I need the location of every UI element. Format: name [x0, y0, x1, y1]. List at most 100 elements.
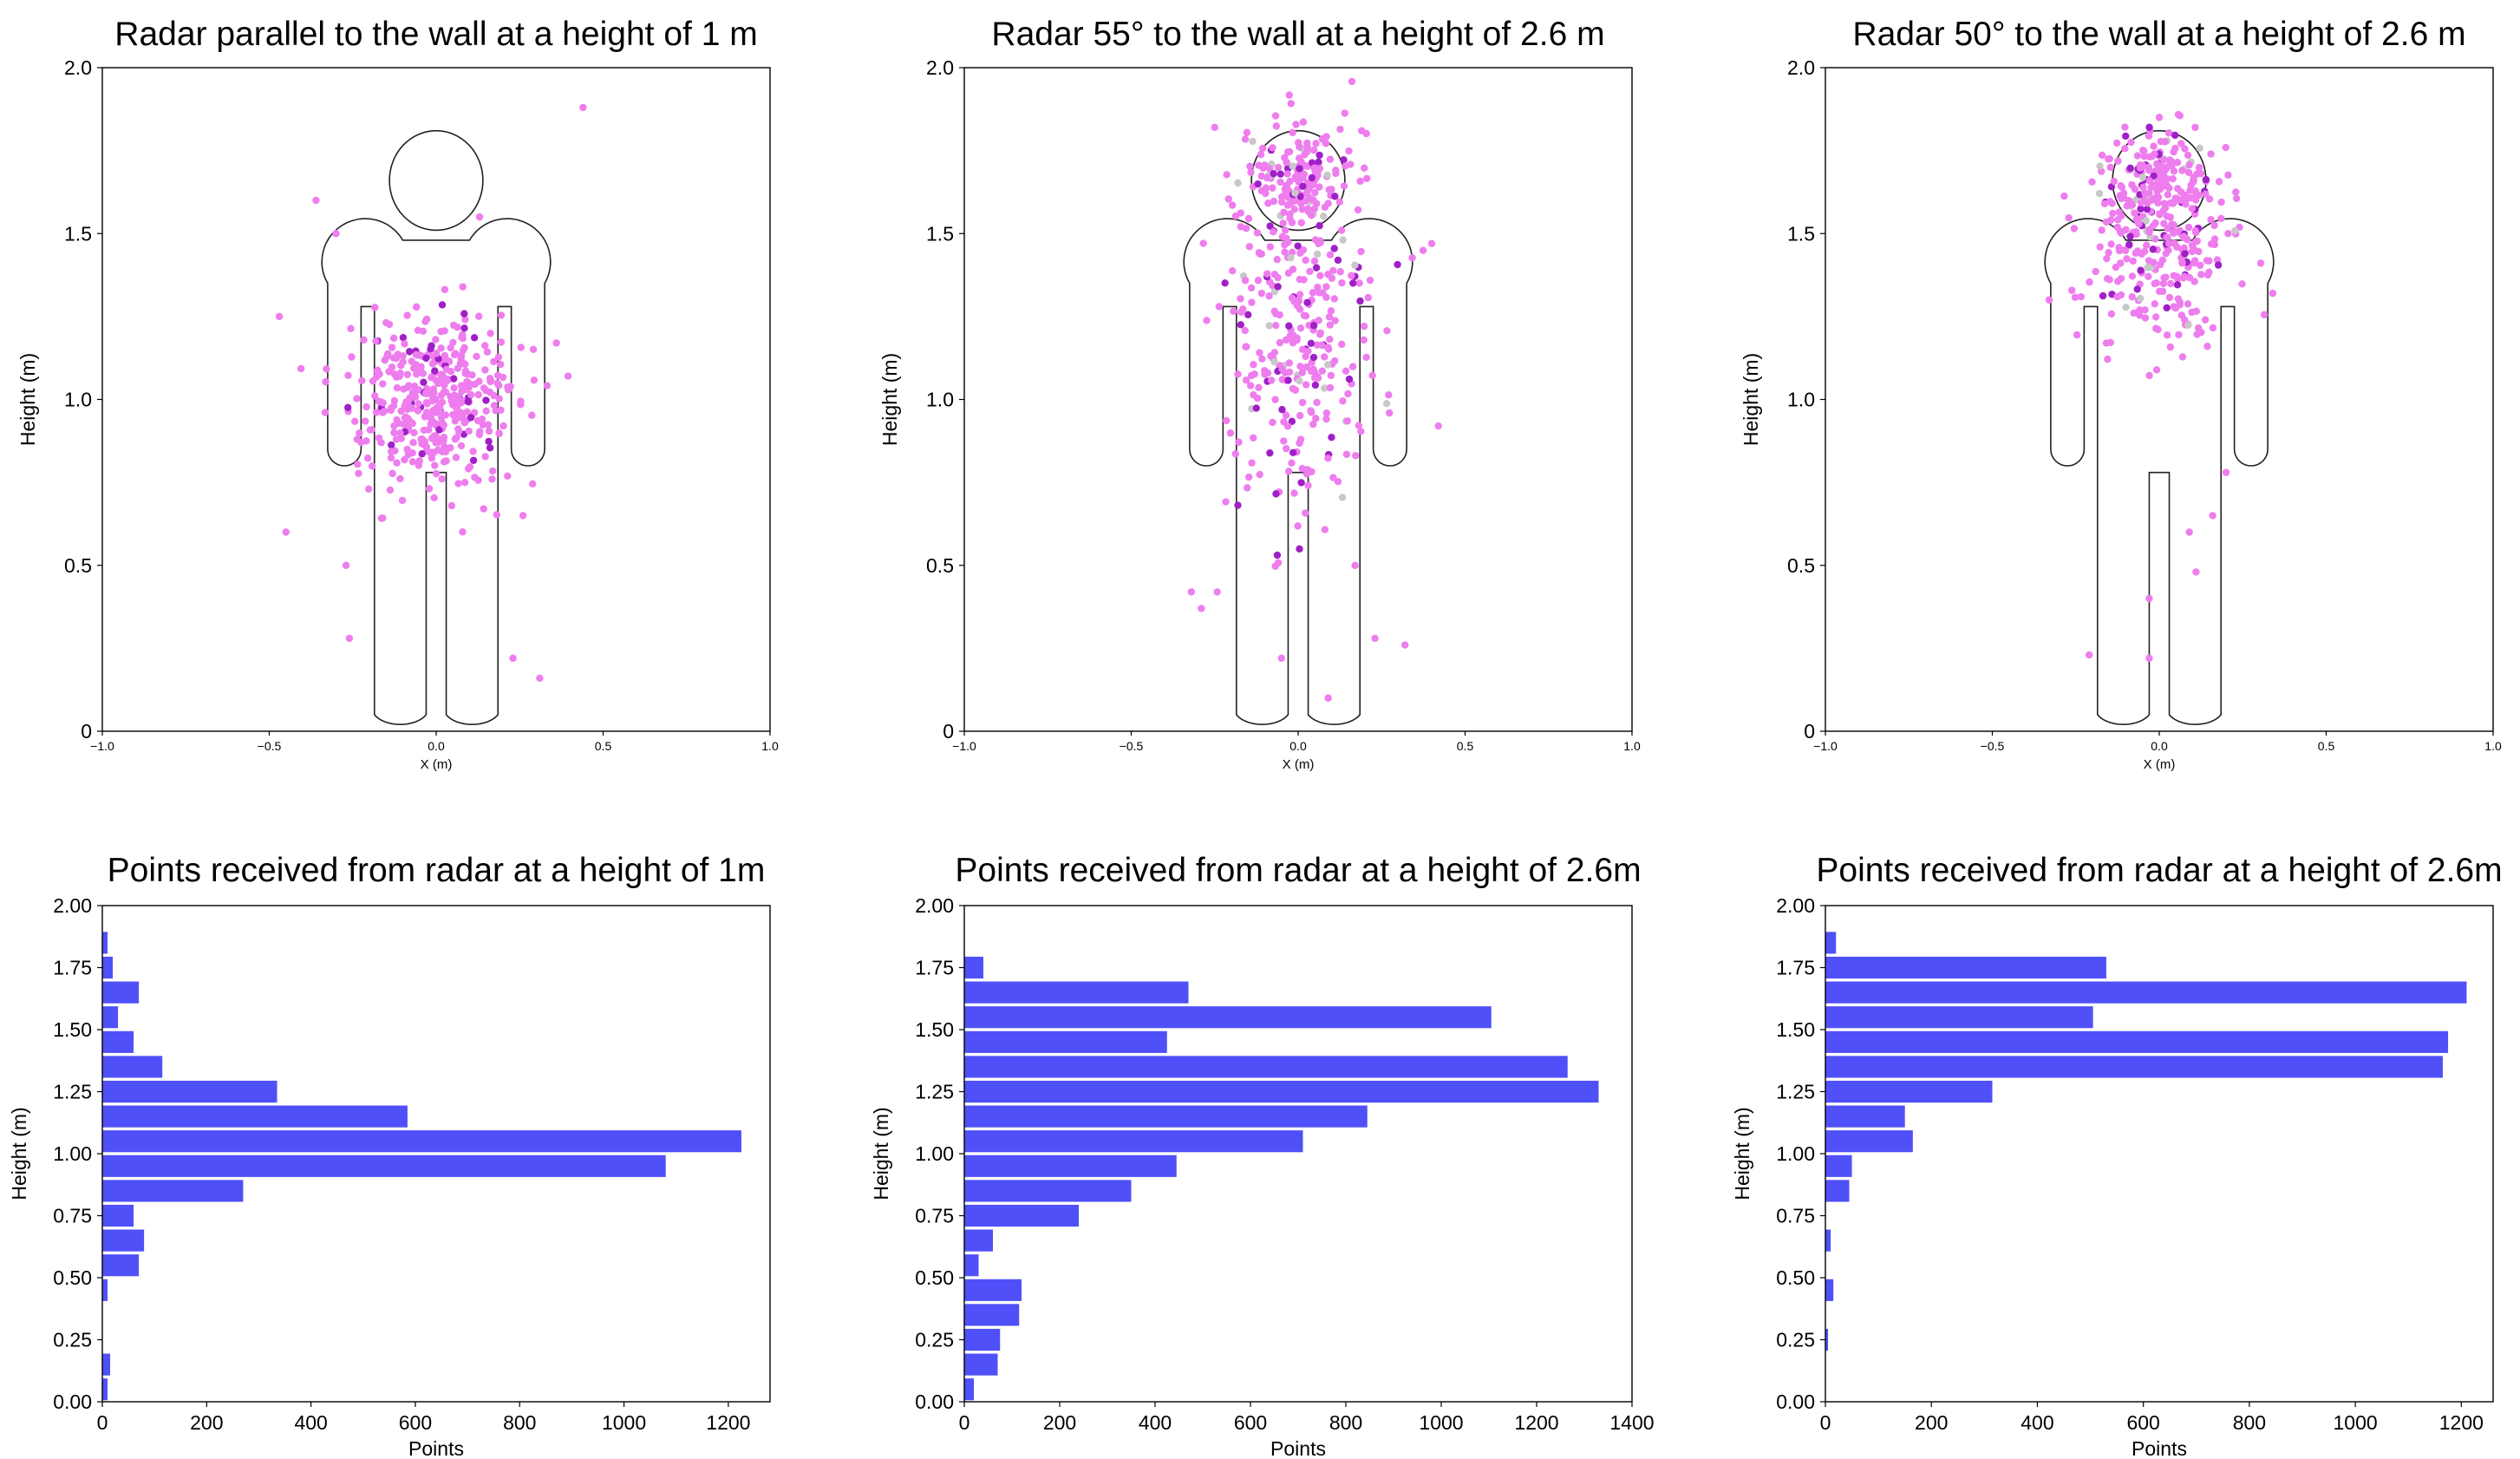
- data-point: [1234, 179, 1242, 187]
- data-point: [1315, 222, 1323, 230]
- data-point: [2086, 278, 2093, 286]
- data-point: [2071, 293, 2079, 301]
- scatter-panel-1: Radar parallel to the wall at a height o…: [16, 16, 779, 772]
- data-point: [1336, 268, 1344, 276]
- data-point: [1253, 394, 1262, 402]
- data-point: [1288, 248, 1296, 257]
- data-point: [488, 467, 497, 475]
- data-point: [390, 429, 398, 437]
- data-point: [517, 343, 525, 351]
- data-point: [1280, 437, 1288, 445]
- data-point: [2177, 311, 2186, 319]
- data-point: [493, 371, 502, 379]
- data-point: [1199, 239, 1207, 247]
- data-point: [1366, 276, 1374, 285]
- data-point: [1324, 345, 1333, 353]
- data-point: [2184, 223, 2193, 232]
- data-point: [474, 312, 483, 320]
- x-tick-label: 400: [1139, 1411, 1172, 1434]
- data-point: [480, 505, 487, 513]
- data-point: [481, 366, 489, 374]
- data-point: [1338, 278, 1346, 287]
- data-point: [2163, 213, 2171, 220]
- data-point: [1330, 295, 1339, 303]
- data-point: [1327, 371, 1335, 380]
- data-point: [2163, 304, 2171, 312]
- data-point: [1289, 162, 1296, 170]
- data-point: [1303, 298, 1311, 306]
- data-point: [408, 458, 417, 466]
- data-point: [1237, 308, 1245, 316]
- data-point: [385, 320, 394, 329]
- data-point: [481, 453, 489, 461]
- data-point: [1286, 200, 1295, 208]
- data-point: [1279, 219, 1287, 227]
- data-point: [1286, 177, 1294, 186]
- bar: [964, 1229, 993, 1252]
- data-point: [1291, 189, 1299, 197]
- x-tick-label: 1000: [1419, 1411, 1463, 1434]
- data-point: [2164, 239, 2173, 247]
- data-point: [1314, 171, 1322, 180]
- data-point: [1285, 91, 1293, 99]
- data-point: [1234, 370, 1242, 378]
- data-point: [2143, 205, 2151, 213]
- data-point: [1324, 455, 1332, 462]
- data-point-outlier: [579, 103, 587, 112]
- data-point: [1319, 213, 1328, 220]
- data-point: [1250, 370, 1258, 378]
- data-point-outlier: [1324, 694, 1332, 702]
- data-point: [1331, 317, 1339, 324]
- data-point: [1243, 128, 1251, 136]
- data-point: [2163, 233, 2171, 241]
- y-axis-label: Height (m): [16, 353, 39, 446]
- data-point: [2184, 168, 2193, 177]
- data-point: [2128, 292, 2136, 301]
- data-point: [2197, 271, 2205, 278]
- data-point: [1296, 198, 1304, 206]
- data-point: [1244, 311, 1252, 319]
- data-point: [1269, 144, 1276, 152]
- data-point: [1340, 182, 1348, 190]
- data-point: [400, 421, 408, 429]
- data-point: [1311, 188, 1319, 197]
- data-point: [1254, 180, 1262, 188]
- data-point: [1306, 267, 1314, 276]
- data-point: [1286, 214, 1294, 223]
- data-point-outlier: [536, 674, 544, 682]
- data-point: [428, 435, 436, 442]
- data-point: [1248, 459, 1256, 467]
- data-point: [506, 383, 514, 390]
- data-point: [1291, 386, 1300, 394]
- data-point: [1309, 146, 1318, 154]
- data-point-outlier: [2155, 114, 2164, 121]
- data-point: [1322, 283, 1330, 291]
- data-point: [381, 407, 388, 415]
- data-point: [1331, 357, 1339, 365]
- data-point: [439, 371, 447, 379]
- data-point: [2125, 240, 2133, 249]
- data-point: [2129, 257, 2137, 265]
- data-point: [2121, 246, 2130, 255]
- data-point: [484, 421, 493, 429]
- chart-title: Points received from radar at a height o…: [1816, 852, 2502, 889]
- data-point: [1263, 173, 1271, 182]
- data-point-outlier: [2145, 654, 2153, 663]
- data-point: [1274, 273, 1282, 282]
- data-point: [1307, 339, 1315, 348]
- bar: [1825, 956, 2106, 979]
- data-point: [392, 355, 401, 363]
- x-tick-label: 1000: [602, 1411, 646, 1434]
- data-point: [2144, 199, 2151, 207]
- data-point: [461, 385, 469, 393]
- data-point: [1342, 367, 1350, 376]
- data-point: [1299, 118, 1308, 126]
- data-point: [2126, 232, 2134, 240]
- data-point: [469, 456, 478, 464]
- data-point-outlier: [1198, 605, 1205, 612]
- data-point: [1343, 417, 1352, 425]
- data-point: [2098, 226, 2105, 234]
- data-point: [426, 448, 434, 456]
- data-point: [471, 474, 479, 481]
- bar: [1825, 1130, 1913, 1153]
